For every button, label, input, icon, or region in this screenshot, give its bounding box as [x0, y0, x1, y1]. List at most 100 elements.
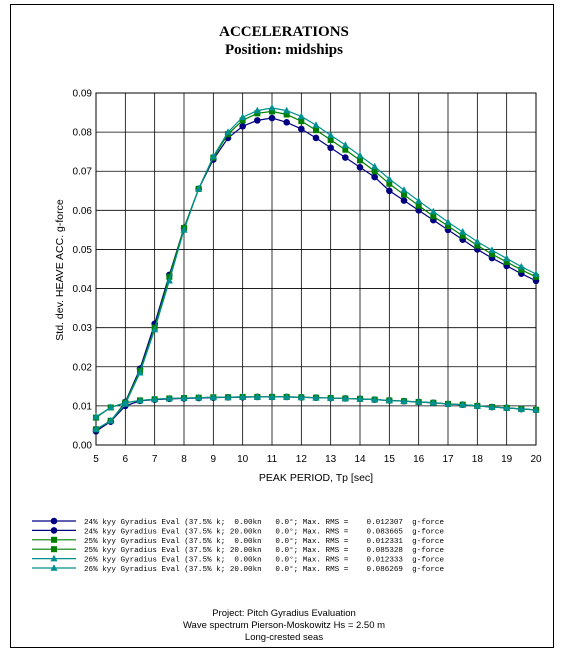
x-tick-label: 11	[267, 454, 278, 465]
x-tick-label: 18	[472, 454, 484, 465]
data-point	[415, 202, 422, 209]
x-axis-label: PEAK PERIOD, Tp [sec]	[259, 472, 373, 484]
data-point	[268, 114, 276, 122]
x-tick-label: 12	[296, 454, 308, 465]
data-point	[297, 393, 305, 401]
data-point	[400, 197, 408, 204]
legend-marker	[50, 554, 58, 562]
x-tick-label: 9	[211, 454, 217, 465]
legend-marker	[51, 536, 57, 543]
legend-marker	[50, 564, 58, 571]
data-point	[327, 394, 335, 401]
data-point	[371, 162, 379, 170]
y-tick-label: 0.01	[73, 401, 93, 412]
data-point	[92, 425, 100, 433]
series-line	[95, 117, 537, 430]
data-point	[400, 397, 408, 404]
y-tick-label: 0.00	[73, 441, 93, 452]
x-tick-label: 13	[325, 454, 337, 465]
data-point	[107, 416, 115, 424]
axis-layer: 5 6 7 8 9 10 11 12 13 14 15 16 17 18 19 20 0.00 0.01 0.02 0…	[73, 89, 542, 466]
data-point	[209, 152, 217, 160]
data-point	[444, 218, 452, 225]
data-point	[400, 186, 408, 193]
data-point	[327, 144, 334, 152]
data-point	[195, 185, 203, 192]
footer-project: Project: Pitch Gyradius Evaluation	[212, 608, 356, 619]
data-point	[239, 122, 246, 130]
x-tick-label: 14	[354, 454, 366, 465]
data-point	[356, 164, 364, 171]
data-point	[385, 396, 393, 404]
x-tick-label: 10	[237, 454, 249, 465]
data-point	[151, 325, 159, 333]
y-tick-label: 0.02	[73, 362, 93, 373]
series-6	[92, 104, 540, 433]
data-point	[357, 157, 363, 164]
data-point	[459, 228, 467, 235]
legend-marker	[50, 517, 58, 525]
data-point	[429, 207, 437, 215]
y-tick-label: 0.05	[73, 245, 93, 256]
x-tick-label: 8	[181, 454, 187, 465]
data-point	[327, 131, 335, 139]
grid-layer	[95, 92, 537, 446]
data-point	[517, 262, 525, 270]
data-point	[283, 111, 290, 118]
y-tick-label: 0.06	[73, 206, 93, 217]
data-point	[269, 108, 275, 115]
series-4	[93, 108, 539, 433]
legend-label: 25% kyy Gyradius Eval (37.5% k; 20.00kn …	[84, 546, 444, 555]
series-layer	[92, 104, 540, 435]
data-point	[209, 393, 217, 401]
chart-frame	[10, 4, 554, 648]
data-point	[488, 246, 496, 254]
data-point	[356, 395, 364, 402]
data-point	[473, 237, 481, 245]
chart-subtitle: Position: midships	[225, 42, 343, 58]
footer-spectrum: Wave spectrum Pierson-Moskowitz Hs = 2.5…	[182, 620, 386, 631]
data-point	[474, 242, 481, 249]
legend-entry: 25% kyy Gyradius Eval (37.5% k; 0.00kn 0…	[32, 536, 444, 546]
data-point	[415, 197, 423, 204]
data-point	[136, 396, 144, 404]
y-tick-label: 0.09	[73, 89, 93, 100]
x-tick-label: 6	[123, 454, 129, 465]
x-tick-label: 17	[442, 454, 454, 465]
legend-entry: 24% kyy Gyradius Eval (37.5% k; 0.00kn 0…	[32, 517, 444, 527]
data-point	[327, 136, 334, 143]
series-2	[92, 114, 540, 433]
data-point	[239, 117, 246, 124]
data-point	[253, 106, 261, 114]
data-point	[297, 112, 305, 120]
legend-marker	[51, 546, 57, 553]
series-line	[95, 396, 537, 432]
plot-area-border	[95, 92, 537, 446]
legend-entry: 24% kyy Gyradius Eval (37.5% k; 20.00kn …	[32, 527, 444, 536]
data-point	[253, 393, 261, 400]
data-point	[532, 406, 540, 413]
data-point	[385, 175, 393, 182]
data-point	[283, 393, 291, 400]
data-point	[429, 398, 437, 406]
data-point	[195, 393, 203, 401]
x-tick-label: 16	[413, 454, 425, 465]
data-point	[254, 117, 261, 124]
series-5	[92, 393, 540, 420]
series-line	[95, 110, 537, 430]
x-tick-label: 19	[501, 454, 513, 465]
data-point	[224, 128, 232, 135]
data-point	[473, 402, 481, 409]
legend-label: 24% kyy Gyradius Eval (37.5% k; 20.00kn …	[84, 527, 444, 536]
data-point	[224, 393, 232, 401]
data-point	[459, 232, 466, 239]
data-point	[371, 173, 378, 181]
x-tick-label: 7	[152, 454, 158, 465]
data-point	[503, 258, 510, 265]
footer-seas: Long-crested seas	[244, 632, 324, 643]
data-point	[165, 276, 173, 284]
data-point	[444, 400, 452, 407]
data-point	[121, 400, 129, 407]
data-point	[107, 403, 115, 411]
data-point	[268, 393, 276, 400]
